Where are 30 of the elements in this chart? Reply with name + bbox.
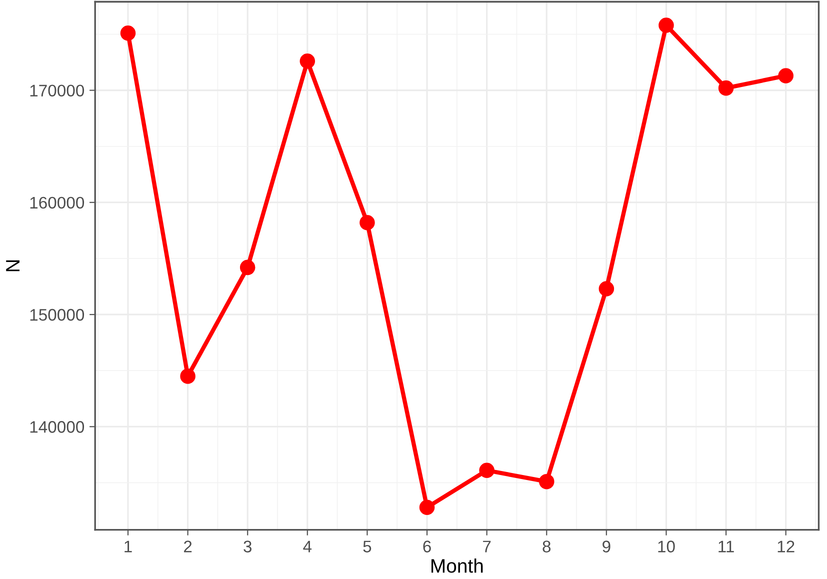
point — [360, 214, 375, 230]
y-tick-label: 150000 — [30, 308, 84, 321]
point — [180, 368, 196, 384]
point — [658, 18, 674, 33]
point — [300, 54, 316, 69]
point — [240, 260, 256, 276]
x-tick-label: 7 — [483, 540, 491, 552]
y-tick-label: 170000 — [30, 84, 84, 97]
x-tick-label: 8 — [542, 540, 551, 552]
x-tick-label: 12 — [778, 540, 794, 552]
x-tick-label: 10 — [658, 540, 675, 552]
x-tick-label: 11 — [718, 540, 734, 552]
point — [598, 281, 614, 296]
x-axis-title: Month — [431, 558, 483, 573]
point — [419, 500, 435, 515]
y-tick-label: 160000 — [30, 196, 84, 209]
point — [778, 68, 794, 84]
x-tick-label: 9 — [602, 540, 610, 552]
point — [718, 80, 734, 96]
x-tick-label: 6 — [423, 540, 431, 552]
x-tick-label: 2 — [184, 540, 192, 552]
x-tick-label: 1 — [124, 540, 132, 552]
point — [120, 25, 136, 41]
point — [479, 462, 494, 478]
x-tick-label: 4 — [303, 540, 312, 552]
y-axis-title: N — [6, 260, 20, 272]
x-tick-label: 3 — [244, 540, 252, 552]
x-tick-label: 5 — [363, 540, 372, 552]
y-tick-label: 140000 — [30, 421, 84, 433]
point — [538, 474, 554, 490]
